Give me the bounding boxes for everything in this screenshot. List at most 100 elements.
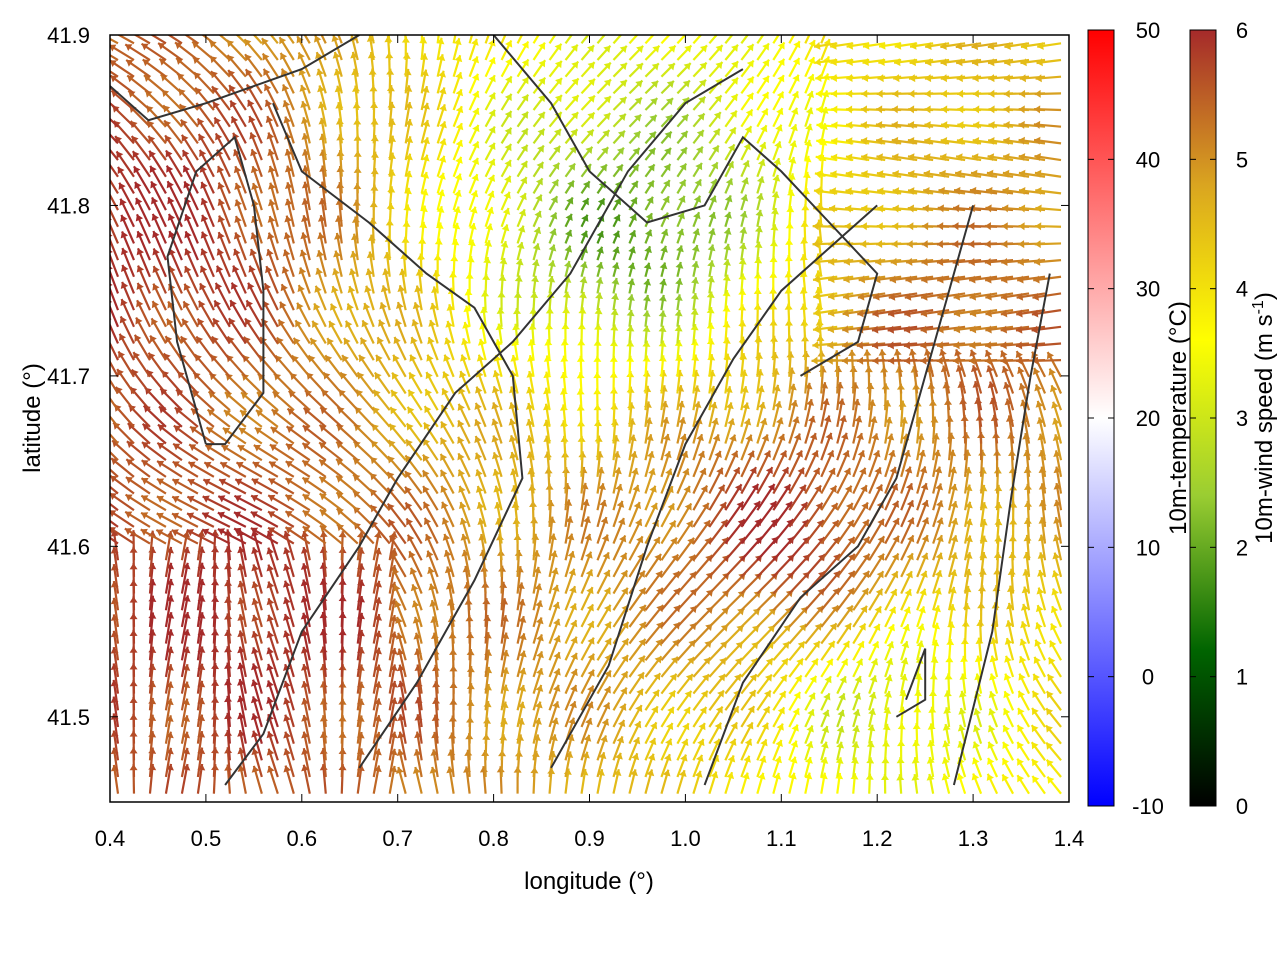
wind-arrow: [580, 653, 595, 678]
wind-arrow: [987, 724, 999, 745]
wind-arrow: [355, 389, 375, 411]
wind-arrow: [987, 741, 999, 761]
wind-arrow-head: [266, 647, 274, 655]
wind-arrow: [989, 655, 999, 678]
wind-arrow: [301, 764, 311, 794]
wind-arrow-head: [1002, 741, 1010, 750]
wind-arrow: [660, 753, 672, 778]
wind-arrow-head: [1017, 708, 1025, 716]
wind-arrow: [1017, 707, 1030, 728]
wind-arrow: [250, 696, 263, 728]
wind-arrow: [882, 723, 891, 744]
wind-arrow: [628, 769, 638, 794]
wind-arrow: [878, 349, 887, 377]
wind-arrow-head: [563, 483, 572, 490]
wind-arrow-head: [412, 767, 421, 774]
wind-arrow-head: [826, 658, 833, 666]
wind-arrow: [266, 647, 279, 678]
wind-arrow: [202, 495, 231, 512]
wind-arrow-head: [648, 738, 657, 746]
wind-arrow-head: [1047, 674, 1055, 682]
wind-arrow: [1045, 724, 1062, 745]
wind-arrow-head: [703, 657, 711, 665]
wind-arrow: [201, 512, 231, 528]
wind-arrow: [972, 741, 983, 761]
wind-arrow-head: [790, 740, 799, 748]
wind-arrow-head: [600, 735, 608, 743]
wind-arrow: [612, 703, 627, 728]
wind-arrow: [644, 721, 658, 745]
wind-arrow-head: [947, 621, 956, 628]
wind-arrow-head: [868, 708, 876, 716]
wind-arrow: [563, 768, 572, 794]
wind-arrow: [986, 773, 999, 795]
wind-arrow: [973, 708, 983, 728]
wind-arrow: [628, 736, 641, 761]
wind-arrow-head: [698, 723, 706, 731]
wind-arrow: [692, 640, 713, 662]
wind-arrow-head: [757, 772, 766, 780]
wind-arrow-head: [927, 740, 936, 747]
wind-arrow: [283, 714, 295, 744]
wind-arrow-head: [742, 772, 750, 780]
wind-arrow-head: [941, 757, 950, 764]
wind-arrow: [266, 680, 279, 711]
wind-arrow: [388, 423, 407, 445]
wind-arrow: [852, 622, 867, 645]
wind-arrow: [283, 765, 295, 794]
wind-arrow-head: [96, 457, 103, 464]
wind-arrow: [941, 756, 951, 778]
wind-arrow: [1045, 741, 1062, 762]
wind-arrow: [596, 718, 610, 745]
wind-arrow: [900, 657, 909, 678]
wind-arrow: [893, 349, 903, 377]
wind-arrow-head: [835, 757, 844, 764]
wind-arrow-head: [850, 757, 859, 764]
wind-arrow-head: [683, 707, 691, 715]
wind-arrow-head: [680, 754, 688, 762]
wind-arrow: [1016, 774, 1030, 795]
wind-arrow-head: [968, 356, 975, 365]
wind-arrow-head: [266, 697, 274, 705]
wind-arrow-head: [396, 766, 404, 774]
wind-arrow-head: [727, 755, 736, 763]
wind-arrow: [971, 773, 983, 795]
wind-arrow: [532, 684, 544, 711]
wind-arrow: [868, 658, 879, 678]
wind-arrow-head: [957, 724, 966, 732]
wind-arrow: [424, 388, 439, 411]
wind-arrow-head: [650, 722, 658, 730]
wind-arrow: [724, 641, 744, 662]
wind-arrow: [564, 652, 578, 678]
wind-arrow-head: [711, 755, 720, 763]
wind-arrow-head: [819, 772, 828, 780]
wind-arrow-head: [835, 772, 844, 780]
wind-arrow-head: [780, 674, 787, 683]
wind-arrow: [548, 651, 561, 678]
wind-arrow-head: [251, 647, 259, 655]
wind-arrow: [251, 663, 263, 694]
wind-arrow: [676, 738, 689, 761]
wind-arrow-head: [710, 771, 719, 779]
wind-arrow-head: [582, 751, 590, 759]
wind-arrow-head: [266, 680, 274, 688]
wind-arrow-head: [620, 687, 628, 695]
wind-arrow: [301, 680, 311, 711]
wind-arrow-head: [974, 655, 983, 663]
wind-arrow: [820, 622, 838, 645]
wind-arrow-head: [1046, 708, 1054, 716]
wind-arrow: [516, 650, 527, 678]
wind-arrow: [850, 757, 859, 778]
wind-arrow: [283, 731, 295, 761]
wind-arrow: [987, 757, 999, 778]
wind-arrow: [900, 606, 911, 628]
wind-arrow: [692, 738, 705, 761]
wind-arrow: [391, 371, 407, 395]
wind-arrow-head: [634, 721, 642, 729]
wind-arrow-head: [148, 562, 157, 570]
wind-arrow-head: [853, 692, 862, 700]
wind-arrow: [852, 640, 865, 661]
wind-arrow: [660, 689, 677, 711]
wind-arrow-head: [824, 676, 832, 684]
wind-arrow: [1001, 757, 1015, 778]
